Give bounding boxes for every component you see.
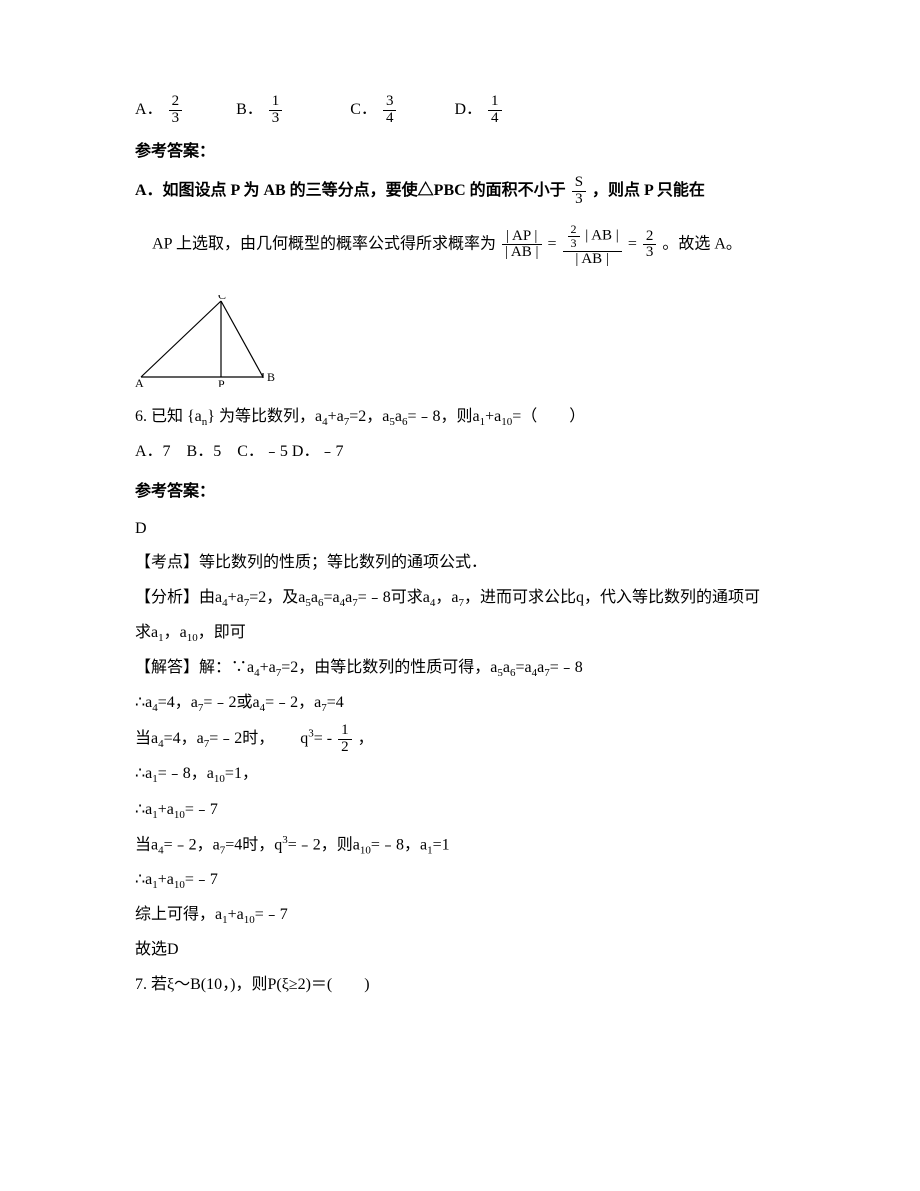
q6-line-a4: ∴a4=4，a7=﹣2或a4=﹣2，a7=4 [135, 688, 790, 719]
q5-options: A． 2 3 B． 1 3 C． 3 4 D． 1 4 [135, 94, 790, 127]
option-a-label: A． [135, 95, 163, 125]
q7-stem: 7. 若ξ～B(10，)，则P(ξ≥2)＝( ) [135, 970, 790, 1000]
q6-fenxi-line2: 求a1，a10，即可 [135, 618, 790, 649]
s-over-3: S 3 [570, 175, 588, 208]
q6-fenxi-line1: 【分析】由a4+a7=2，及a5a6=a4a7=﹣8可求a4，a7，进而可求公比… [135, 583, 790, 614]
neg-half-frac: 1 2 [336, 723, 354, 756]
two-thirds: 2 3 [641, 229, 659, 262]
svg-text:B: B [267, 370, 275, 384]
svg-text:C: C [218, 295, 226, 302]
option-c: C． 3 4 [350, 94, 398, 127]
two-thirds-ab-over-ab: 2 3 | AB | | AB | [561, 223, 624, 266]
q5-triangle-diagram: A B C P [135, 295, 790, 398]
q6-case2: 当a4=﹣2，a7=4时，q3=﹣2，则a10=﹣8，a1=1 [135, 830, 790, 861]
q6-answer-heading: 参考答案： [135, 477, 790, 507]
q6-r2: ∴a1+a10=﹣7 [135, 795, 790, 826]
triangle-svg: A B C P [135, 295, 275, 387]
option-c-frac: 3 4 [381, 94, 399, 127]
option-b-label: B． [236, 95, 263, 125]
q6-r1: ∴a1=﹣8，a10=1， [135, 759, 790, 790]
option-d-label: D． [454, 95, 482, 125]
q6-case1: 当a4=4，a7=﹣2时， q3= - 1 2 ， [135, 723, 790, 756]
q6-answer-letter: D [135, 514, 790, 544]
option-a-frac: 2 3 [167, 94, 185, 127]
q6-options: A．7 B．5 C．﹣5 D．﹣7 [135, 437, 790, 467]
option-b: B． 1 3 [236, 94, 284, 127]
q5-answer-line1: A．如图设点 P 为 AB 的三等分点，要使△PBC 的面积不小于 S 3 ，则… [135, 175, 790, 208]
svg-text:A: A [135, 376, 144, 387]
ap-over-ab: | AP | | AB | [500, 229, 544, 262]
q6-summary: 综上可得，a1+a10=﹣7 [135, 900, 790, 931]
q6-jieda-line1: 【解答】解：∵a4+a7=2，由等比数列的性质可得，a5a6=a4a7=﹣8 [135, 653, 790, 684]
option-b-frac: 1 3 [267, 94, 285, 127]
option-a: A． 2 3 [135, 94, 184, 127]
svg-text:P: P [218, 377, 225, 387]
option-d-frac: 1 4 [486, 94, 504, 127]
q6-r3: ∴a1+a10=﹣7 [135, 865, 790, 896]
option-d: D． 1 4 [454, 94, 503, 127]
q6-pick: 故选D [135, 935, 790, 965]
q5-answer-line2: AP 上选取，由几何概型的概率公式得所求概率为 | AP | | AB | = … [135, 223, 790, 266]
option-c-label: C． [350, 95, 377, 125]
q6-stem: 6. 已知 {an} 为等比数列，a4+a7=2，a5a6=﹣8，则a1+a10… [135, 402, 790, 433]
q6-kaodian: 【考点】等比数列的性质；等比数列的通项公式． [135, 548, 790, 578]
q5-answer-heading: 参考答案： [135, 137, 790, 167]
